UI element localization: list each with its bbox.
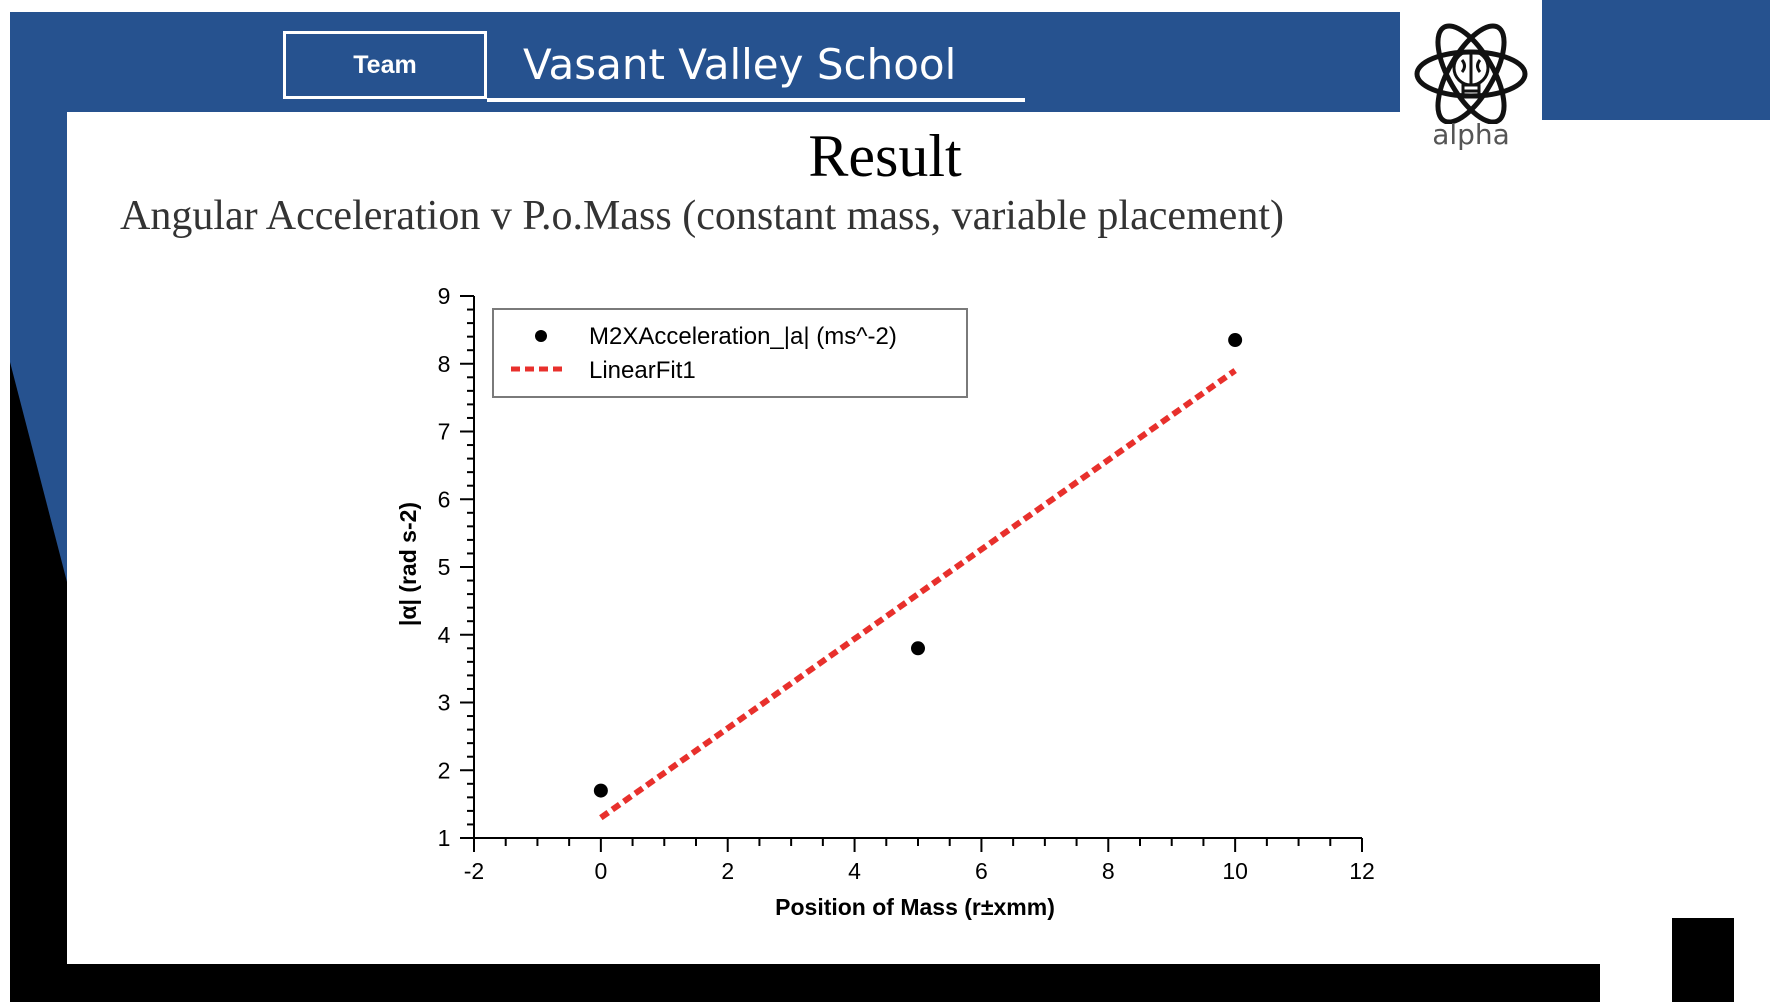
school-name: Vasant Valley School — [523, 40, 957, 89]
data-point — [911, 641, 925, 656]
legend-label-fit: LinearFit1 — [589, 357, 696, 384]
y-axis-title: |α| (rad s-2) — [395, 502, 421, 626]
logo-text: alpha — [1432, 118, 1510, 151]
legend-swatch-points — [535, 330, 547, 342]
team-label: Team — [283, 31, 487, 99]
y-tick-label: 2 — [438, 757, 451, 783]
slide-subtitle: Angular Acceleration v P.o.Mass (constan… — [120, 193, 1284, 239]
x-axis-title: Position of Mass (r±xmm) — [775, 894, 1055, 920]
bottom-right-block — [1672, 918, 1734, 1002]
chart-legend: M2XAcceleration_|a| (ms^-2) LinearFit1 — [492, 308, 968, 398]
y-tick-label: 4 — [438, 622, 451, 648]
x-tick-label: 0 — [594, 858, 607, 884]
x-tick-label: 6 — [975, 858, 988, 884]
y-tick-label: 8 — [438, 351, 451, 377]
y-tick-label: 6 — [438, 486, 451, 512]
header-band-right — [1542, 0, 1770, 120]
legend-label-points: M2XAcceleration_|a| (ms^-2) — [589, 323, 897, 350]
y-tick-label: 5 — [438, 554, 451, 580]
y-tick-label: 1 — [438, 825, 451, 851]
left-blue-wedge — [10, 112, 67, 582]
y-tick-label: 9 — [438, 283, 451, 309]
y-tick-label: 7 — [438, 419, 451, 445]
atom-lightbulb-icon — [1414, 23, 1528, 125]
logo — [1400, 12, 1542, 152]
school-name-underline — [487, 98, 1025, 102]
x-tick-label: 10 — [1222, 858, 1248, 884]
data-point — [593, 783, 608, 798]
slide-title: Result — [808, 123, 962, 189]
y-tick-label: 3 — [438, 690, 451, 716]
x-tick-label: 8 — [1102, 858, 1115, 884]
x-tick-label: -2 — [464, 858, 484, 884]
x-tick-label: 2 — [721, 858, 734, 884]
x-tick-label: 4 — [848, 858, 861, 884]
bottom-bar — [10, 964, 1600, 1002]
linear-fit-line — [599, 368, 1237, 821]
chart-marks — [593, 333, 1243, 821]
legend-box — [492, 308, 968, 398]
data-point — [1228, 333, 1243, 348]
header-band — [10, 12, 1400, 112]
x-tick-label: 12 — [1349, 858, 1375, 884]
